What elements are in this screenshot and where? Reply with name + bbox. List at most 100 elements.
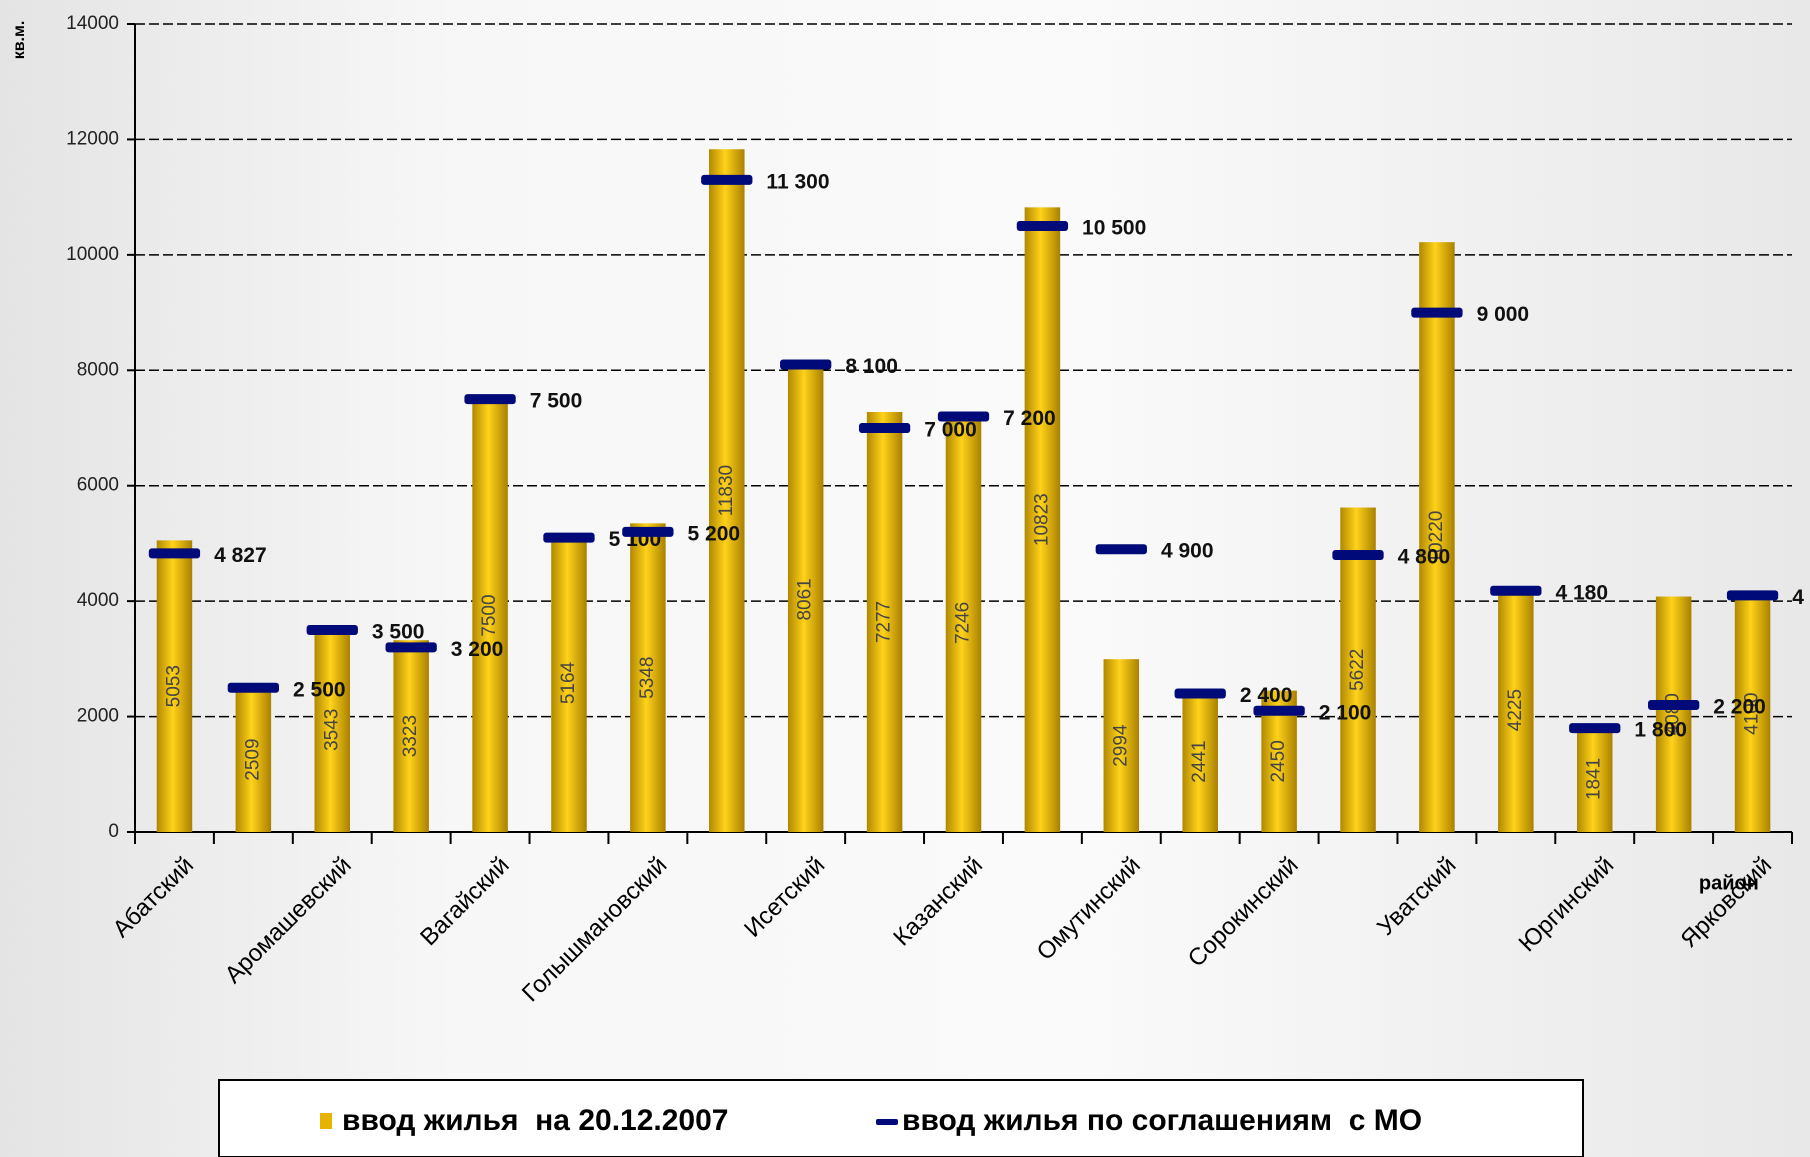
annotation: район [1699,872,1759,894]
target-marker [1569,723,1621,734]
target-marker [385,642,437,653]
marker-value-label: 5 200 [688,522,741,545]
target-marker [543,532,595,543]
target-marker [1490,585,1542,596]
target-marker [1647,700,1700,711]
bar-value-label: 4225 [1505,689,1526,731]
x-tick-label: Омутинский [1032,852,1146,966]
bar-value-label: 11830 [716,465,737,516]
bar [1419,242,1455,832]
marker-value-label: 7 000 [924,419,977,442]
bar [709,149,745,833]
bar-value-label: 5053 [163,665,184,707]
bar [156,540,193,832]
legend-swatch [320,1113,332,1129]
bar [1103,659,1140,832]
bar-value-label: 5348 [637,657,658,699]
bar-value-label: 7277 [874,601,895,643]
bar [1734,595,1771,832]
target-marker [1332,549,1384,560]
marker-value-label: 7 200 [1003,407,1056,430]
marker-value-label: 3 200 [451,638,504,661]
x-tick-label: Голышмановский [517,852,673,1008]
marker-value-label: 2 100 [1319,701,1372,724]
target-marker [306,625,358,635]
legend-label: ввод жилья по соглашениям с МО [902,1104,1422,1137]
target-marker [701,174,753,185]
target-marker [1174,688,1226,699]
bar-value-label: 3323 [400,715,421,757]
x-tick-label: Аромашевский [220,852,357,989]
bar [1024,207,1061,833]
marker-value-label: 3 500 [372,621,425,644]
marker-value-label: 10 500 [1082,217,1146,240]
bar-value-label: 7500 [479,594,500,636]
legend-label: ввод жилья на 20.12.2007 [342,1104,728,1137]
y-tick-label: 12000 [66,128,119,149]
bar [1498,588,1534,832]
target-marker [858,423,911,433]
x-tick-label: Сорокинский [1183,852,1304,973]
marker-value-label: 2 500 [293,678,346,701]
bar [945,413,982,832]
x-tick-label: Юргинский [1514,852,1620,958]
y-tick-label: 6000 [77,475,119,496]
target-marker [1726,590,1779,601]
bar-value-label: 2994 [1110,724,1131,767]
target-marker [1016,221,1069,231]
bar-value-label: 7246 [953,602,974,644]
bar [472,399,508,832]
bar-value-label: 2441 [1189,740,1210,782]
marker-value-label: 4 800 [1398,546,1451,569]
target-marker [148,548,201,559]
bar-value-label: 2450 [1268,740,1289,782]
y-tick-label: 14000 [66,13,119,34]
bar-value-label: 5164 [558,661,579,704]
x-tick-label: Вагайский [415,852,514,951]
marker-value-label: 11 300 [766,170,829,193]
bar-value-label: 10220 [1426,511,1447,564]
target-marker [227,682,280,693]
x-tick-label: Казанский [888,852,988,952]
legend-swatch [876,1119,898,1125]
target-marker [780,359,832,370]
bar [1340,507,1376,832]
bar-value-label: 2509 [242,738,263,780]
y-tick-label: 0 [108,821,119,842]
y-tick-label: 8000 [77,359,119,380]
bar-value-label: 1841 [1584,758,1605,800]
bar [235,687,272,832]
x-tick-label: Уватский [1372,852,1461,941]
y-tick-label: 2000 [77,706,119,727]
target-marker [464,394,516,405]
marker-value-label: 2 200 [1713,696,1766,719]
marker-value-label: 4 827 [214,544,267,567]
y-tick-label: 4000 [77,590,119,611]
bar-value-label: 3543 [321,709,342,751]
y-axis-label: кв.м. [11,21,28,60]
target-marker [1095,544,1147,555]
bar [1655,596,1692,832]
legend-box [218,1079,1584,1157]
marker-value-label: 7 500 [530,390,583,413]
bar [630,523,666,832]
bar [393,640,429,832]
bar [787,366,824,832]
target-marker [622,526,674,537]
bar [314,627,351,832]
bar [1182,691,1218,832]
target-marker [1411,307,1463,318]
marker-value-label: 1 800 [1634,719,1687,742]
bar-value-label: 10823 [1031,493,1052,546]
marker-value-label: 4 900 [1161,540,1214,563]
bar-value-label: 8061 [795,578,816,620]
marker-value-label: 8 100 [845,355,898,378]
x-tick-label: Ярковский [1676,852,1778,954]
bar-value-label: 5622 [1347,649,1368,691]
marker-value-label: 9 000 [1477,303,1530,326]
bar [866,412,903,832]
marker-value-label: 4 100 [1792,586,1810,609]
x-tick-label: Исетский [739,852,830,943]
target-marker [1253,705,1305,716]
